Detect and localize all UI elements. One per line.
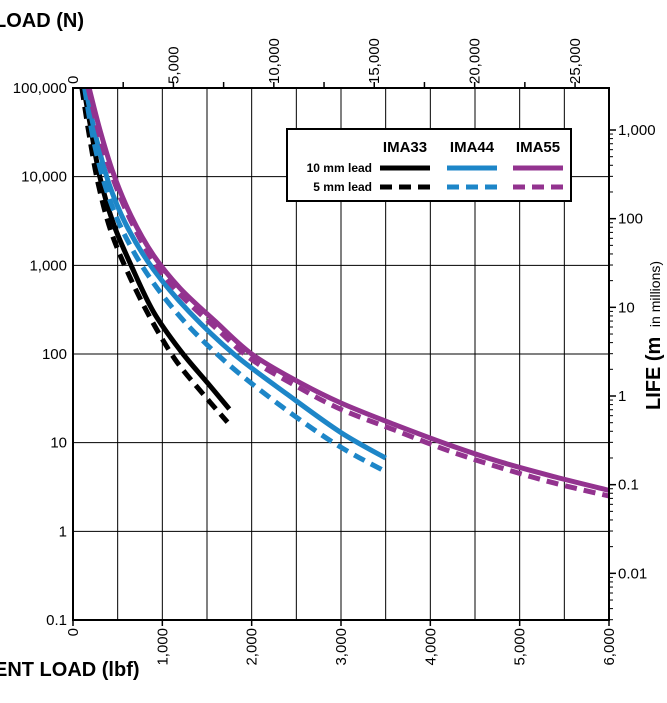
legend-row-10mm: 10 mm lead (307, 161, 372, 175)
y-left-tick-label: 0.1 (46, 612, 67, 629)
y-right-tick-label: 1 (618, 388, 626, 405)
x-top-tick-label: 10,000 (266, 38, 283, 84)
y-right-tick-label: 0.1 (618, 477, 639, 494)
series-ima55-5mm-line (85, 87, 610, 499)
legend-header-ima44: IMA44 (450, 139, 495, 156)
right-axis-title-main: LIFE (m (643, 337, 665, 410)
x-bottom-tick-label: 2,000 (244, 628, 261, 666)
legend-header-ima55: IMA55 (516, 139, 560, 156)
x-top-tick-label: 20,000 (467, 38, 484, 84)
y-right-tick-label: 100 (618, 211, 643, 228)
y-left-tick-label: 10 (50, 435, 67, 452)
y-left-tick-label: 100,000 (13, 80, 67, 97)
right-axis-title: LIFE (m in millions) (643, 261, 665, 410)
bottom-axis-title: ENT LOAD (lbf) (0, 659, 140, 681)
right-axis-title-sub: in millions) (647, 261, 663, 327)
y-left-tick-label: 1 (59, 523, 67, 540)
x-bottom-tick-label: 0 (65, 628, 82, 636)
series-ima44-5mm-line (82, 87, 387, 474)
series-lines (79, 87, 610, 499)
x-bottom-tick-label: 5,000 (512, 628, 529, 666)
y-right-tick-label: 0.01 (618, 565, 647, 582)
series-ima33-5mm-line (79, 87, 230, 424)
legend: IMA33 IMA44 IMA55 10 mm lead 5 mm lead (286, 128, 572, 202)
series-ima44-10mm-line (83, 87, 387, 461)
legend-row-5mm: 5 mm lead (313, 180, 372, 194)
legend-header-ima33: IMA33 (383, 139, 427, 156)
series-ima33-10mm-line (81, 87, 232, 411)
x-top-tick-label: 5,000 (165, 46, 182, 84)
x-bottom-tick-label: 6,000 (601, 628, 618, 666)
y-left-tick-label: 100 (42, 346, 67, 363)
x-bottom-tick-label: 1,000 (154, 628, 171, 666)
x-bottom-tick-label: 4,000 (422, 628, 439, 666)
y-right-tick-label: 10 (618, 299, 635, 316)
y-right-tick-label: 1,000 (618, 122, 656, 139)
y-left-tick-label: 10,000 (21, 169, 67, 186)
top-axis-title: LOAD (N) (0, 10, 84, 32)
x-top-tick-label: 15,000 (366, 38, 383, 84)
x-top-tick-label: 25,000 (567, 38, 584, 84)
x-bottom-tick-label: 3,000 (333, 628, 350, 666)
x-top-tick-label: 0 (65, 76, 82, 84)
y-left-tick-label: 1,000 (29, 257, 67, 274)
